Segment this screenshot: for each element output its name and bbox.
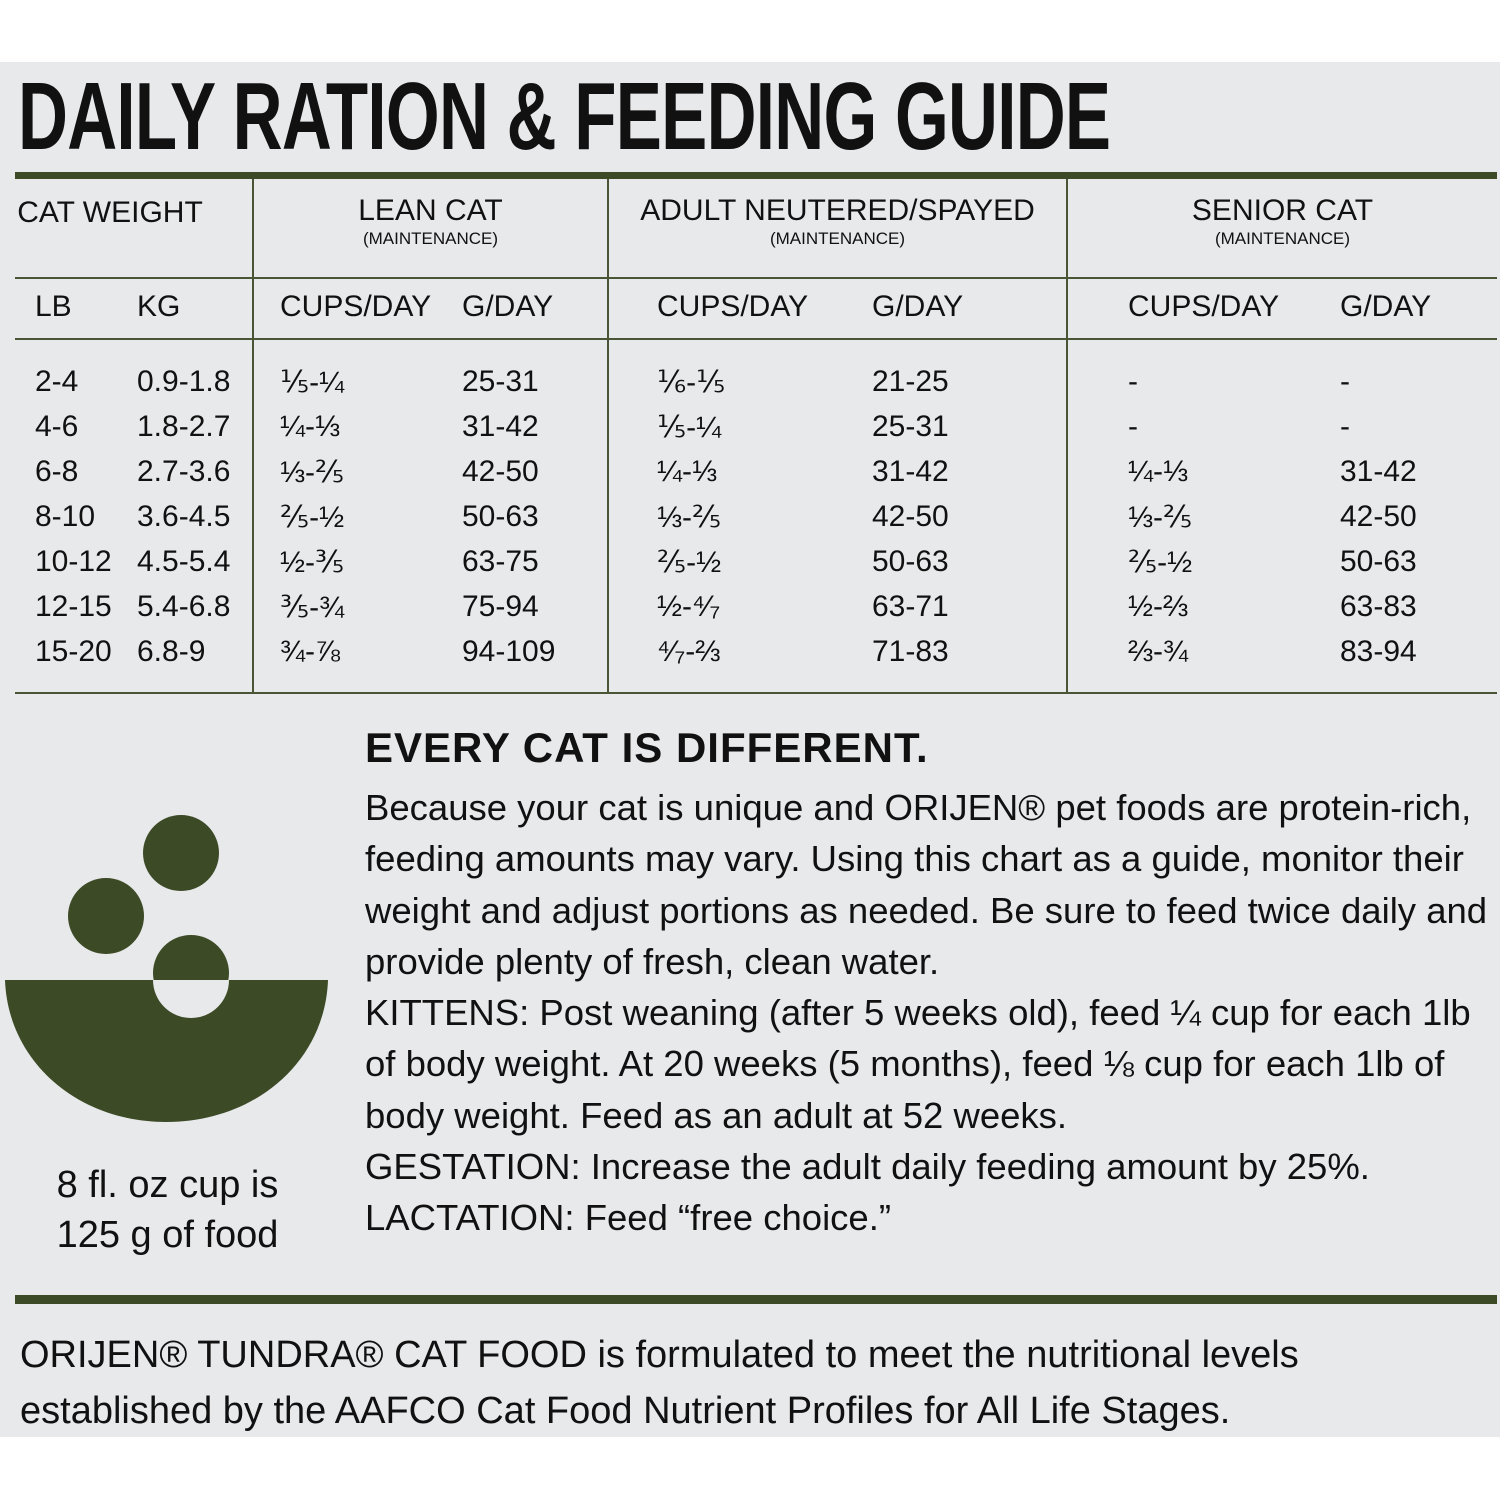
cell: 63-75 [462, 545, 539, 578]
cell: - [1128, 365, 1138, 398]
group-name: ADULT NEUTERED/SPAYED [640, 194, 1035, 227]
cell: 42-50 [462, 455, 539, 488]
rule [15, 172, 1497, 179]
cell: ⅕-¼ [657, 411, 722, 444]
group-note: (MAINTENANCE) [1214, 229, 1351, 248]
note-paragraph: Because your cat is unique and ORIJEN® p… [365, 787, 1488, 982]
cell: 25-31 [872, 410, 949, 443]
cell: ⅓-⅖ [1128, 501, 1193, 534]
title: DAILY RATION & FEEDING GUIDE [18, 63, 1111, 170]
cell: 2.7-3.6 [137, 455, 231, 488]
cell: 94-109 [462, 635, 556, 668]
cell: ⅗-¾ [280, 591, 345, 624]
page: DAILY RATION & FEEDING GUIDE CAT WEIGHT L… [0, 62, 1500, 1437]
cell: 3.6-4.5 [137, 500, 231, 533]
cell: 75-94 [462, 590, 539, 623]
cell: 4-6 [35, 410, 79, 443]
cell: ½-⁴⁄₇ [657, 590, 721, 623]
rule [15, 1295, 1497, 1304]
rule [607, 179, 609, 694]
cell: ⅔-¾ [1128, 635, 1189, 668]
bowl-icon [5, 815, 328, 1122]
column-header: KG [137, 290, 181, 323]
note-paragraph: KITTENS: Post weaning (after 5 weeks old… [365, 992, 1471, 1136]
group-name: SENIOR CAT [1191, 194, 1374, 227]
footer: ORIJEN® TUNDRA® CAT FOOD is formulated t… [20, 1334, 1299, 1432]
cell: ¾-⅞ [280, 635, 341, 668]
cell: - [1340, 410, 1350, 443]
cell: 2-4 [35, 365, 79, 398]
group-header: ADULT NEUTERED/SPAYED (MAINTENANCE) [609, 194, 1066, 250]
column-header: G/DAY [1340, 290, 1432, 323]
note-paragraph: GESTATION: Increase the adult daily feed… [365, 1146, 1370, 1188]
group-name: CAT WEIGHT [17, 196, 203, 229]
cell: ⅙-⅕ [657, 366, 726, 399]
cell: 42-50 [872, 500, 949, 533]
cell: 1.8-2.7 [137, 410, 231, 443]
cell: 5.4-6.8 [137, 590, 231, 623]
rule [15, 338, 1497, 340]
group-header: CAT WEIGHT [15, 196, 205, 230]
column-header: LB [35, 290, 72, 323]
cell: 50-63 [462, 500, 539, 533]
cell: ⅕-¼ [280, 366, 345, 399]
cell: 8-10 [35, 500, 96, 533]
cell: ½-⅔ [1128, 590, 1189, 623]
cell: 6.8-9 [137, 635, 206, 668]
cell: ¼-⅓ [1128, 455, 1189, 488]
group-header: LEAN CAT (MAINTENANCE) [254, 194, 607, 250]
cup-caption: 8 fl. oz cup is 125 g of food [56, 1164, 279, 1256]
cell: - [1128, 410, 1138, 443]
rule [15, 692, 1497, 694]
cell: ⅖-½ [1128, 546, 1193, 579]
cell: 50-63 [1340, 545, 1417, 578]
cell: 83-94 [1340, 635, 1417, 668]
cell: ⅖-½ [657, 546, 722, 579]
cell: 25-31 [462, 365, 539, 398]
cell: 10-12 [35, 545, 112, 578]
note-paragraph: LACTATION: Feed “free choice.” [365, 1197, 892, 1239]
cell: 4.5-5.4 [137, 545, 231, 578]
cell: 31-42 [872, 455, 949, 488]
cell: 71-83 [872, 635, 949, 668]
note-heading: EVERY CAT IS DIFFERENT. [365, 724, 929, 771]
column-header: CUPS/DAY [1128, 290, 1280, 323]
cell: ¼-⅓ [280, 410, 341, 443]
cell: ⅓-⅖ [657, 501, 722, 534]
cell: ⅓-⅖ [280, 456, 345, 489]
cell: 15-20 [35, 635, 112, 668]
group-note: (MAINTENANCE) [362, 229, 499, 248]
cell: 63-83 [1340, 590, 1417, 623]
column-header: G/DAY [462, 290, 554, 323]
column-header: CUPS/DAY [657, 290, 809, 323]
cell: - [1340, 365, 1350, 398]
cell: 21-25 [872, 365, 949, 398]
group-note: (MAINTENANCE) [769, 229, 906, 248]
column-header: CUPS/DAY [280, 290, 432, 323]
cell: 31-42 [462, 410, 539, 443]
cell: 6-8 [35, 455, 79, 488]
cell: ⅖-½ [280, 501, 345, 534]
cell: 42-50 [1340, 500, 1417, 533]
note: EVERY CAT IS DIFFERENT. Because your cat… [365, 724, 1497, 1244]
cell: ¼-⅓ [657, 455, 718, 488]
rule [15, 277, 1497, 279]
cell: 63-71 [872, 590, 949, 623]
cell: 0.9-1.8 [137, 365, 231, 398]
group-name: LEAN CAT [358, 194, 503, 227]
rule [252, 179, 254, 694]
group-header: SENIOR CAT (MAINTENANCE) [1068, 194, 1497, 250]
rule [1066, 179, 1068, 694]
cell: 31-42 [1340, 455, 1417, 488]
cell: 12-15 [35, 590, 112, 623]
cell: 50-63 [872, 545, 949, 578]
cell: ½-⅗ [280, 546, 345, 579]
cell: ⁴⁄₇-⅔ [657, 635, 721, 668]
column-header: G/DAY [872, 290, 964, 323]
